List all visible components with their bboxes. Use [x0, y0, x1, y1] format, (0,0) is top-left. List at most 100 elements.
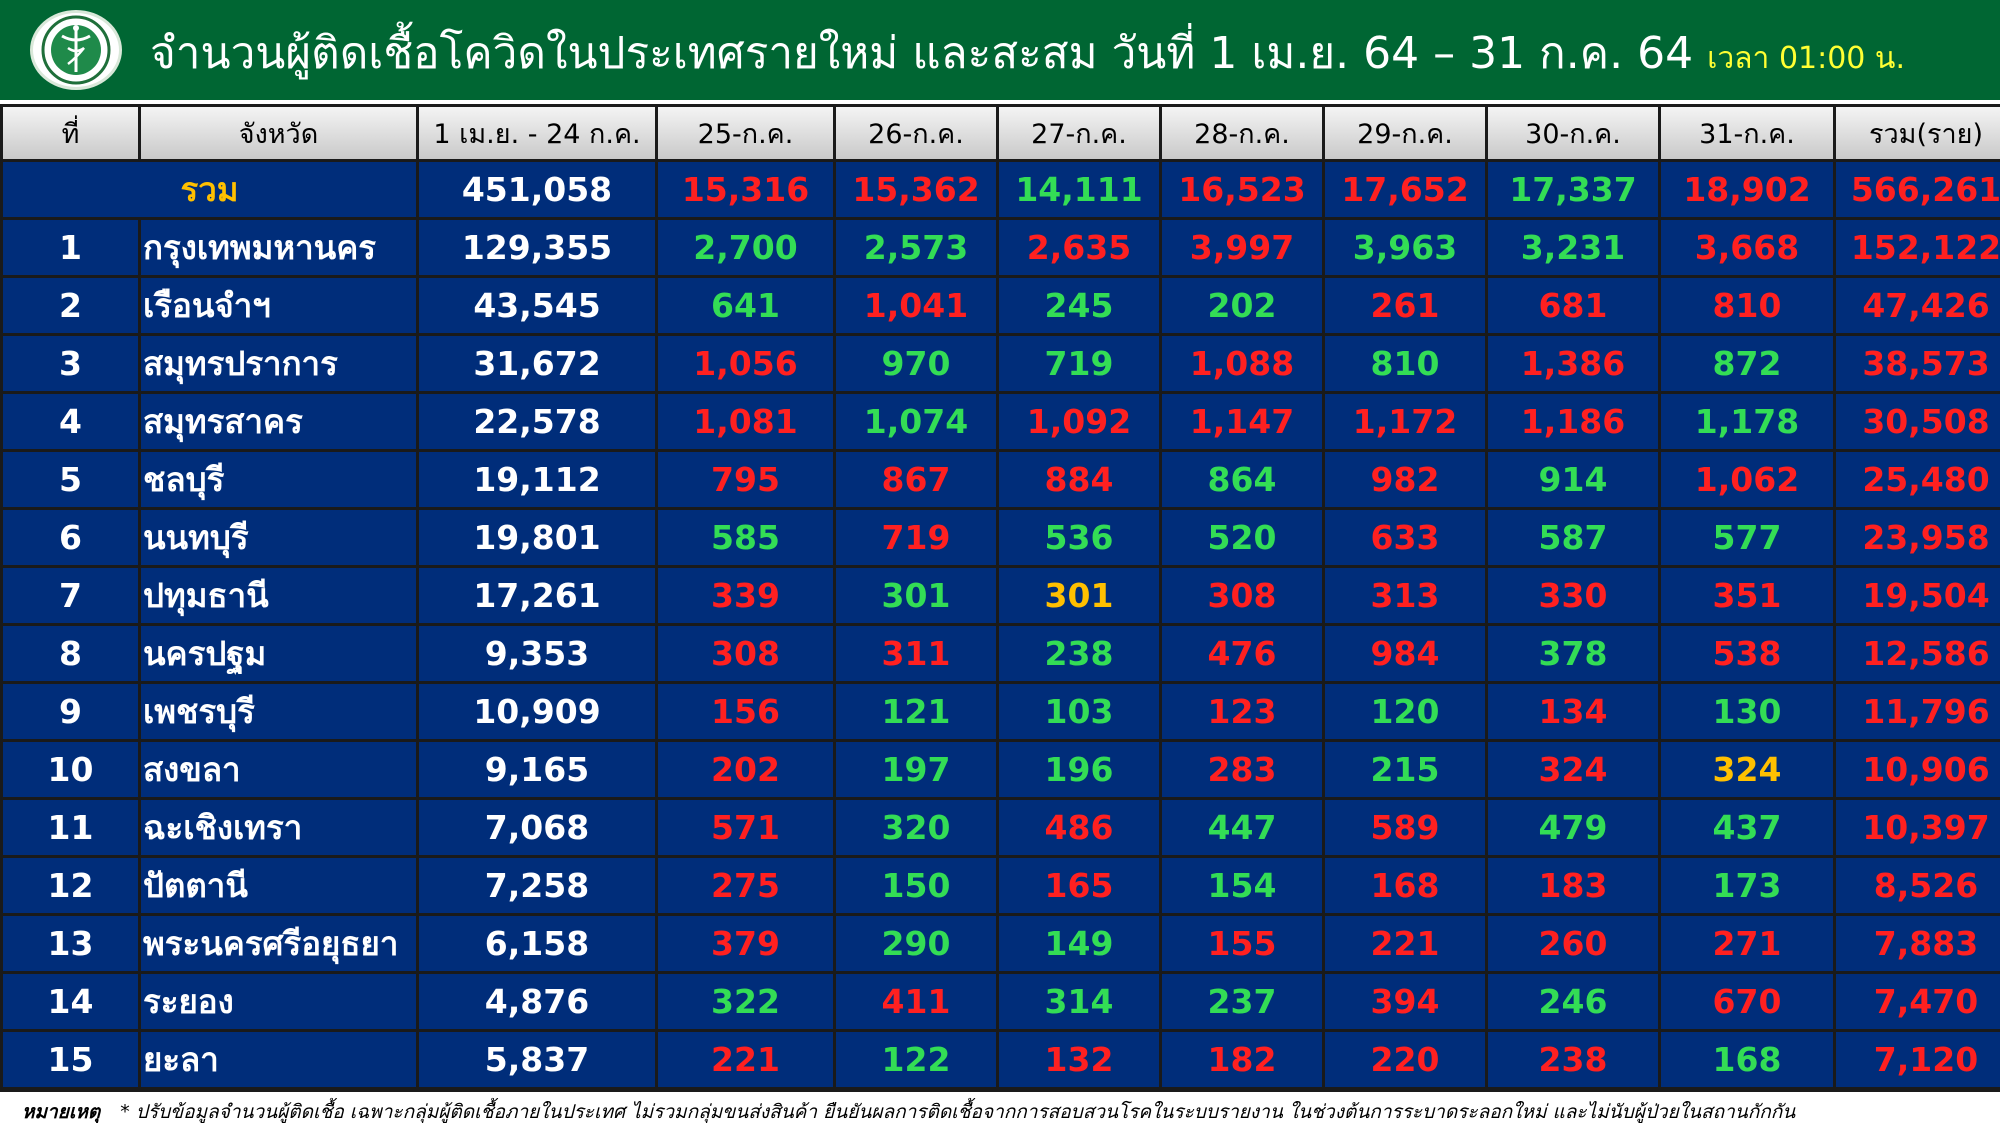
table-cell: 7,470: [1836, 974, 2000, 1029]
table-cell: 447: [1162, 800, 1322, 855]
table-cell: 1,088: [1162, 336, 1322, 391]
table-cell: 238: [1488, 1032, 1658, 1087]
row-number: 9: [3, 684, 138, 739]
table-cell: 103: [999, 684, 1159, 739]
table-cell: 134: [1488, 684, 1658, 739]
table-cell: 795: [658, 452, 833, 507]
province-name: ปทุมธานี: [141, 568, 416, 623]
table-cell: 6,158: [419, 916, 655, 971]
table-cell: 324: [1488, 742, 1658, 797]
table-cell: 3,963: [1325, 220, 1485, 275]
province-name: เรือนจำฯ: [141, 278, 416, 333]
province-name: สงขลา: [141, 742, 416, 797]
table-cell: 245: [999, 278, 1159, 333]
table-cell: 330: [1488, 568, 1658, 623]
table-cell: 324: [1661, 742, 1833, 797]
total-cell: 17,652: [1325, 162, 1485, 217]
table-cell: 246: [1488, 974, 1658, 1029]
table-cell: 10,397: [1836, 800, 2000, 855]
table-cell: 351: [1661, 568, 1833, 623]
table-cell: 238: [999, 626, 1159, 681]
row-number: 4: [3, 394, 138, 449]
table-cell: 7,120: [1836, 1032, 2000, 1087]
table-cell: 283: [1162, 742, 1322, 797]
column-header: 25-ก.ค.: [658, 107, 833, 159]
table-cell: 202: [658, 742, 833, 797]
table-cell: 183: [1488, 858, 1658, 913]
table-cell: 641: [658, 278, 833, 333]
table-cell: 311: [836, 626, 996, 681]
table-cell: 322: [658, 974, 833, 1029]
province-name: ฉะเชิงเทรา: [141, 800, 416, 855]
table-cell: 1,092: [999, 394, 1159, 449]
table-cell: 130: [1661, 684, 1833, 739]
table-cell: 25,480: [1836, 452, 2000, 507]
table-cell: 173: [1661, 858, 1833, 913]
table-cell: 719: [836, 510, 996, 565]
table-cell: 301: [836, 568, 996, 623]
province-name: ระยอง: [141, 974, 416, 1029]
table-cell: 150: [836, 858, 996, 913]
row-number: 14: [3, 974, 138, 1029]
caduceus-emblem-icon: [41, 15, 111, 85]
table-cell: 1,147: [1162, 394, 1322, 449]
column-header: 28-ก.ค.: [1162, 107, 1322, 159]
row-number: 7: [3, 568, 138, 623]
province-name: ยะลา: [141, 1032, 416, 1087]
table-cell: 182: [1162, 1032, 1322, 1087]
table-cell: 4,876: [419, 974, 655, 1029]
table-cell: 221: [1325, 916, 1485, 971]
row-number: 13: [3, 916, 138, 971]
table-cell: 11,796: [1836, 684, 2000, 739]
table-cell: 123: [1162, 684, 1322, 739]
table-cell: 152,122: [1836, 220, 2000, 275]
table-cell: 379: [658, 916, 833, 971]
table-cell: 9,165: [419, 742, 655, 797]
table-cell: 1,041: [836, 278, 996, 333]
page-title: จำนวนผู้ติดเชื้อโควิดในประเทศรายใหม่ และ…: [150, 28, 1694, 79]
table-cell: 1,081: [658, 394, 833, 449]
table-cell: 437: [1661, 800, 1833, 855]
footnote-text: * ปรับข้อมูลจำนวนผู้ติดเชื้อ เฉพาะกลุ่มผ…: [120, 1101, 1796, 1123]
table-cell: 1,062: [1661, 452, 1833, 507]
table-cell: 867: [836, 452, 996, 507]
table-cell: 984: [1325, 626, 1485, 681]
total-label: รวม: [3, 162, 416, 217]
table-cell: 168: [1661, 1032, 1833, 1087]
total-cell: 14,111: [999, 162, 1159, 217]
table-cell: 197: [836, 742, 996, 797]
table-cell: 970: [836, 336, 996, 391]
table-cell: 47,426: [1836, 278, 2000, 333]
table-cell: 271: [1661, 916, 1833, 971]
table-cell: 320: [836, 800, 996, 855]
table-cell: 22,578: [419, 394, 655, 449]
province-name: พระนครศรีอยุธยา: [141, 916, 416, 971]
table-cell: 30,508: [1836, 394, 2000, 449]
table-cell: 121: [836, 684, 996, 739]
province-name: นครปฐม: [141, 626, 416, 681]
table-cell: 670: [1661, 974, 1833, 1029]
table-cell: 2,700: [658, 220, 833, 275]
table-cell: 155: [1162, 916, 1322, 971]
table-cell: 3,231: [1488, 220, 1658, 275]
table-cell: 479: [1488, 800, 1658, 855]
table-cell: 864: [1162, 452, 1322, 507]
table-cell: 8,526: [1836, 858, 2000, 913]
table-cell: 872: [1661, 336, 1833, 391]
table-cell: 202: [1162, 278, 1322, 333]
province-name: สมุทรปราการ: [141, 336, 416, 391]
total-cell: 17,337: [1488, 162, 1658, 217]
total-cell: 15,362: [836, 162, 996, 217]
table-cell: 165: [999, 858, 1159, 913]
row-number: 1: [3, 220, 138, 275]
table-cell: 1,178: [1661, 394, 1833, 449]
table-cell: 2,573: [836, 220, 996, 275]
table-cell: 884: [999, 452, 1159, 507]
table-cell: 587: [1488, 510, 1658, 565]
table-cell: 10,906: [1836, 742, 2000, 797]
table-cell: 314: [999, 974, 1159, 1029]
row-number: 6: [3, 510, 138, 565]
table-cell: 154: [1162, 858, 1322, 913]
column-header: 27-ก.ค.: [999, 107, 1159, 159]
table-cell: 290: [836, 916, 996, 971]
